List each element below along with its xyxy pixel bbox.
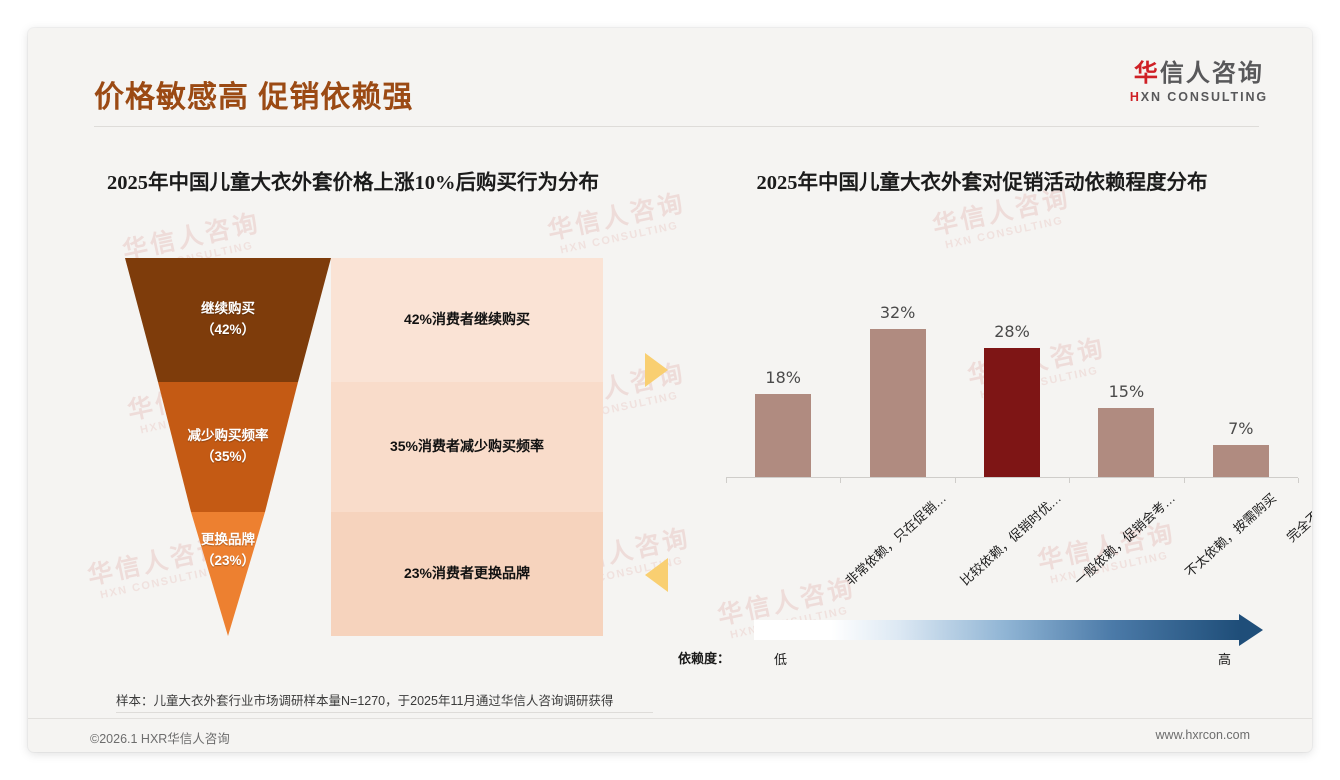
logo-chinese-text: 华信人咨询 — [1130, 60, 1268, 87]
funnel-segment-value: （23%） — [200, 552, 256, 568]
funnel-chart: 继续购买 （42%） 42%消费者继续购买 减少购买频率 （35%） 35%消费… — [125, 258, 603, 636]
funnel-segment-value: （42%） — [200, 322, 256, 337]
bar-rect[interactable] — [755, 394, 812, 477]
funnel-segment-name: 更换品牌 — [201, 532, 255, 547]
funnel-panel-bg — [331, 512, 603, 636]
page-title: 价格敏感高 促销依赖强 — [94, 81, 414, 114]
source-note: 样本：儿童大衣外套行业市场调研样本量N=1270，于2025年11月通过华信人咨… — [116, 694, 614, 708]
axis-tick — [840, 478, 842, 483]
bar-column: 28% — [984, 322, 1040, 477]
funnel-segment: 更换品牌 （23%） 23%消费者更换品牌 — [125, 512, 603, 636]
axis-tick — [1069, 478, 1071, 483]
dependency-gradient-legend: 依赖度： 低 高 — [678, 614, 1278, 678]
funnel-segment: 继续购买 （42%） 42%消费者继续购买 — [125, 258, 603, 382]
funnel-segment-name: 继续购买 — [201, 301, 255, 317]
funnel-panel-bg — [331, 382, 603, 512]
axis-tick — [726, 478, 727, 483]
axis-tick — [1183, 478, 1185, 483]
legend-caption: 依赖度： — [678, 651, 731, 666]
funnel-segment-name: 减少购买频率 — [187, 428, 269, 444]
triangle-left-icon — [645, 558, 668, 592]
slide-canvas: 华信人咨询 HXN CONSULTING 华信人咨询 HXN CONSULTING … — [28, 28, 1312, 752]
bar-column: 18% — [755, 368, 812, 477]
bar-rect[interactable] — [1212, 445, 1269, 477]
footer-copyright: ©2026.1 HXR华信人咨询 — [90, 732, 230, 746]
funnel-side-note: 35%消费者减少购买频率 — [389, 438, 545, 455]
x-axis-label: 非常依赖，只在促销… — [842, 490, 950, 589]
funnel-polygon — [158, 382, 298, 512]
bar-value-label: 7% — [1228, 419, 1254, 438]
footer-divider — [28, 718, 1312, 719]
source-divider — [116, 712, 653, 713]
header-divider — [94, 126, 1259, 127]
bar-value-label: 18% — [765, 368, 801, 387]
legend-low-label: 低 — [774, 652, 788, 667]
bar-value-label: 28% — [994, 322, 1030, 341]
funnel-shape-icon — [125, 258, 331, 382]
funnel-side-note: 23%消费者更换品牌 — [403, 565, 531, 582]
bar-value-label: 32% — [879, 303, 916, 322]
bar-column: 7% — [1212, 419, 1269, 477]
axis-tick — [1298, 478, 1299, 483]
funnel-polygon — [191, 512, 265, 636]
logo-en-red: H — [1129, 90, 1141, 105]
legend-high-label: 高 — [1218, 652, 1232, 667]
brand-logo: 华信人咨询 HXN CONSULTING — [1130, 60, 1268, 104]
funnel-segment-label: 继续购买 （42%） — [125, 258, 331, 382]
x-axis-line — [726, 477, 1298, 478]
funnel-side-note: 42%消费者继续购买 — [403, 311, 531, 328]
left-chart-title: 2025年中国儿童大衣外套价格上涨10%后购买行为分布 — [107, 172, 599, 194]
bar-rect[interactable] — [1098, 408, 1155, 477]
funnel-shape-icon — [158, 382, 298, 512]
axis-tick — [954, 478, 956, 483]
triangle-right-icon — [645, 353, 668, 387]
funnel-segment-label: 更换品牌 （23%） — [125, 512, 331, 654]
funnel-shape-icon — [191, 512, 265, 636]
funnel-polygon — [125, 258, 331, 382]
bar-column: 32% — [869, 303, 926, 477]
dependency-bar-chart: 18% 非常依赖，只在促销… 32% 比较依赖，促销时优… 28% 一般依赖，促销会考… 1… — [718, 278, 1312, 588]
arrow-head-icon — [1239, 614, 1263, 646]
x-axis-label: 不太依赖，按需购买 — [1182, 490, 1280, 580]
right-chart-title: 2025年中国儿童大衣外套对促销活动依赖程度分布 — [756, 172, 1208, 194]
funnel-panel-bg — [331, 258, 603, 382]
funnel-segment: 减少购买频率 （35%） 35%消费者减少购买频率 — [125, 382, 603, 512]
logo-en-rest: XN CONSULTING — [1140, 90, 1268, 105]
bar-rect[interactable] — [984, 348, 1040, 477]
logo-cn-red: 华 — [1133, 60, 1160, 87]
gradient-bar — [754, 620, 1239, 640]
logo-english-text: HXN CONSULTING — [1130, 90, 1268, 104]
footer-website: www.hxrcon.com — [1155, 728, 1250, 742]
funnel-segment-label: 减少购买频率 （35%） — [125, 382, 331, 512]
funnel-segment-value: （35%） — [200, 449, 256, 464]
bar-rect[interactable] — [869, 329, 926, 477]
bar-column: 15% — [1098, 382, 1155, 477]
x-axis-label: 比较依赖，促销时优… — [956, 490, 1064, 589]
logo-cn-rest: 信人咨询 — [1159, 60, 1264, 87]
x-axis-label: 完全不依赖 — [1283, 490, 1312, 545]
bar-value-label: 15% — [1108, 382, 1145, 401]
x-axis-label: 一般依赖，促销会考… — [1071, 490, 1179, 589]
